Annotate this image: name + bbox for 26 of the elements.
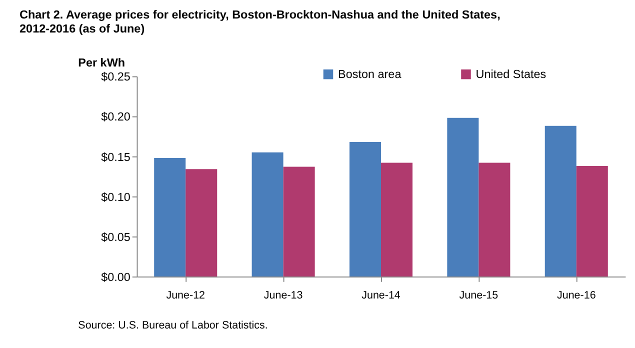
x-tick-label: June-13 [264, 290, 303, 302]
bar [447, 118, 479, 277]
x-tick-label: June-14 [362, 290, 400, 302]
bar [381, 162, 413, 277]
bar [576, 166, 608, 277]
bar [349, 142, 381, 277]
legend-label: United States [476, 68, 546, 82]
y-tick-label: $0.05 [101, 230, 131, 244]
bar [252, 152, 284, 277]
y-tick-label: $0.15 [101, 150, 131, 164]
x-tick-label: June-12 [166, 290, 206, 302]
y-tick-label: $0.20 [101, 110, 131, 124]
y-tick-label: $0.00 [101, 270, 131, 284]
bar [154, 158, 186, 277]
source-note: Source: U.S. Bureau of Labor Statistics. [78, 319, 268, 332]
bar [478, 162, 510, 277]
bar [544, 126, 576, 277]
bar [283, 166, 315, 277]
y-tick-label: $0.10 [101, 190, 131, 204]
chart-title: Chart 2. Average prices for electricity, Boston-Brockton-Nashua and the United States, 2012-2016 (as of June) [20, 8, 500, 36]
x-tick-label: June-15 [459, 290, 498, 302]
x-tick-label: June-16 [556, 290, 596, 302]
legend-label: Boston area [338, 68, 402, 82]
bar [186, 169, 218, 277]
y-axis-title: Per kWh [78, 56, 126, 70]
y-tick-label: $0.25 [101, 70, 131, 84]
